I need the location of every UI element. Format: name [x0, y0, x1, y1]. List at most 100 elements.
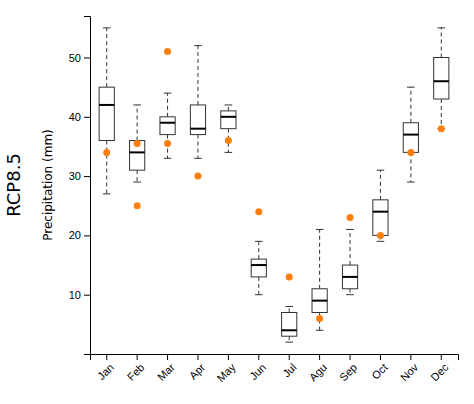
y-tick-mark — [84, 58, 90, 59]
box-group — [373, 170, 388, 241]
lower-whisker — [197, 135, 198, 159]
lower-cap — [346, 294, 354, 295]
upper-whisker — [258, 241, 259, 259]
upper-whisker — [410, 87, 411, 123]
x-tick-mark — [197, 354, 198, 360]
y-axis-line — [84, 17, 91, 355]
x-tick-label: Dec — [428, 361, 451, 384]
y-tick-mark — [84, 117, 90, 118]
box-group — [221, 105, 236, 152]
lower-cap — [255, 294, 263, 295]
x-tick: Apr — [187, 354, 208, 382]
y-axis: 1020304050 — [69, 17, 91, 355]
upper-cap — [194, 45, 202, 46]
median — [403, 134, 418, 136]
box — [130, 141, 145, 171]
y-tick: 20 — [69, 229, 90, 241]
median — [99, 104, 114, 106]
title: RCP8.5 — [3, 153, 24, 217]
y-tick: 50 — [69, 52, 90, 64]
y-axis-title: Precipitation (mm) — [41, 129, 55, 241]
x-tick-mark — [319, 354, 320, 360]
median — [373, 211, 388, 213]
x-axis-line — [91, 355, 459, 361]
box — [251, 259, 266, 277]
upper-cap — [164, 93, 172, 94]
upper-cap — [133, 104, 141, 105]
lower-whisker — [258, 277, 259, 295]
x-tick-mark — [258, 354, 259, 360]
box — [373, 200, 388, 236]
lower-whisker — [350, 289, 351, 295]
box — [99, 87, 114, 140]
box-group — [312, 229, 327, 330]
x-tick-label: Jan — [95, 361, 116, 382]
box — [160, 117, 175, 135]
lower-whisker — [106, 141, 107, 194]
y-tick-label: 20 — [69, 229, 81, 241]
x-tick: Sep — [337, 354, 359, 383]
lower-cap — [164, 158, 172, 159]
upper-whisker — [319, 229, 320, 288]
flier — [377, 232, 384, 239]
median — [190, 128, 205, 130]
x-tick-mark — [350, 354, 351, 360]
upper-whisker — [228, 105, 229, 111]
x-tick-mark — [228, 354, 229, 360]
box-group — [342, 214, 357, 295]
flier — [164, 140, 171, 147]
lower-cap — [133, 182, 141, 183]
median — [251, 264, 266, 266]
flier — [316, 315, 323, 322]
flier — [134, 202, 141, 209]
x-tick-label: Oct — [369, 361, 390, 382]
upper-cap — [225, 104, 233, 105]
lower-cap — [225, 152, 233, 153]
x-tick: Jan — [95, 354, 116, 382]
upper-cap — [407, 87, 415, 88]
y-tick: 30 — [69, 170, 90, 182]
flier — [194, 173, 201, 180]
x-tick-mark — [106, 354, 107, 360]
median — [282, 329, 297, 331]
upper-whisker — [350, 229, 351, 265]
upper-whisker — [106, 28, 107, 87]
median — [221, 116, 236, 118]
box — [403, 123, 418, 153]
x-tick: Jun — [247, 354, 268, 382]
upper-cap — [377, 170, 385, 171]
x-tick-label: Agu — [307, 361, 329, 383]
flier — [134, 140, 141, 147]
lower-cap — [194, 158, 202, 159]
x-tick-label: Nov — [398, 361, 421, 384]
x-tick-label: Mar — [155, 361, 177, 383]
x-tick-mark — [167, 354, 168, 360]
median — [342, 276, 357, 278]
x-tick-mark — [137, 354, 138, 360]
upper-cap — [346, 229, 354, 230]
x-tick-mark — [410, 354, 411, 360]
upper-cap — [103, 27, 111, 28]
x-tick-mark — [380, 354, 381, 360]
x-tick-mark — [441, 354, 442, 360]
upper-cap — [285, 306, 293, 307]
boxes — [99, 28, 449, 342]
box — [282, 312, 297, 336]
x-tick-label: Feb — [125, 361, 147, 383]
box — [312, 289, 327, 313]
y-tick-label: 50 — [69, 52, 81, 64]
lower-whisker — [410, 152, 411, 182]
lower-whisker — [441, 99, 442, 129]
box-group — [130, 105, 145, 209]
y-tick: 10 — [69, 289, 90, 301]
flier — [407, 149, 414, 156]
median — [130, 151, 145, 153]
flier — [286, 273, 293, 280]
x-tick: Mar — [155, 354, 177, 383]
upper-whisker — [380, 170, 381, 200]
x-tick: Jul — [280, 354, 298, 380]
box-group — [403, 87, 418, 182]
box — [342, 265, 357, 289]
box — [221, 111, 236, 129]
median — [160, 122, 175, 124]
